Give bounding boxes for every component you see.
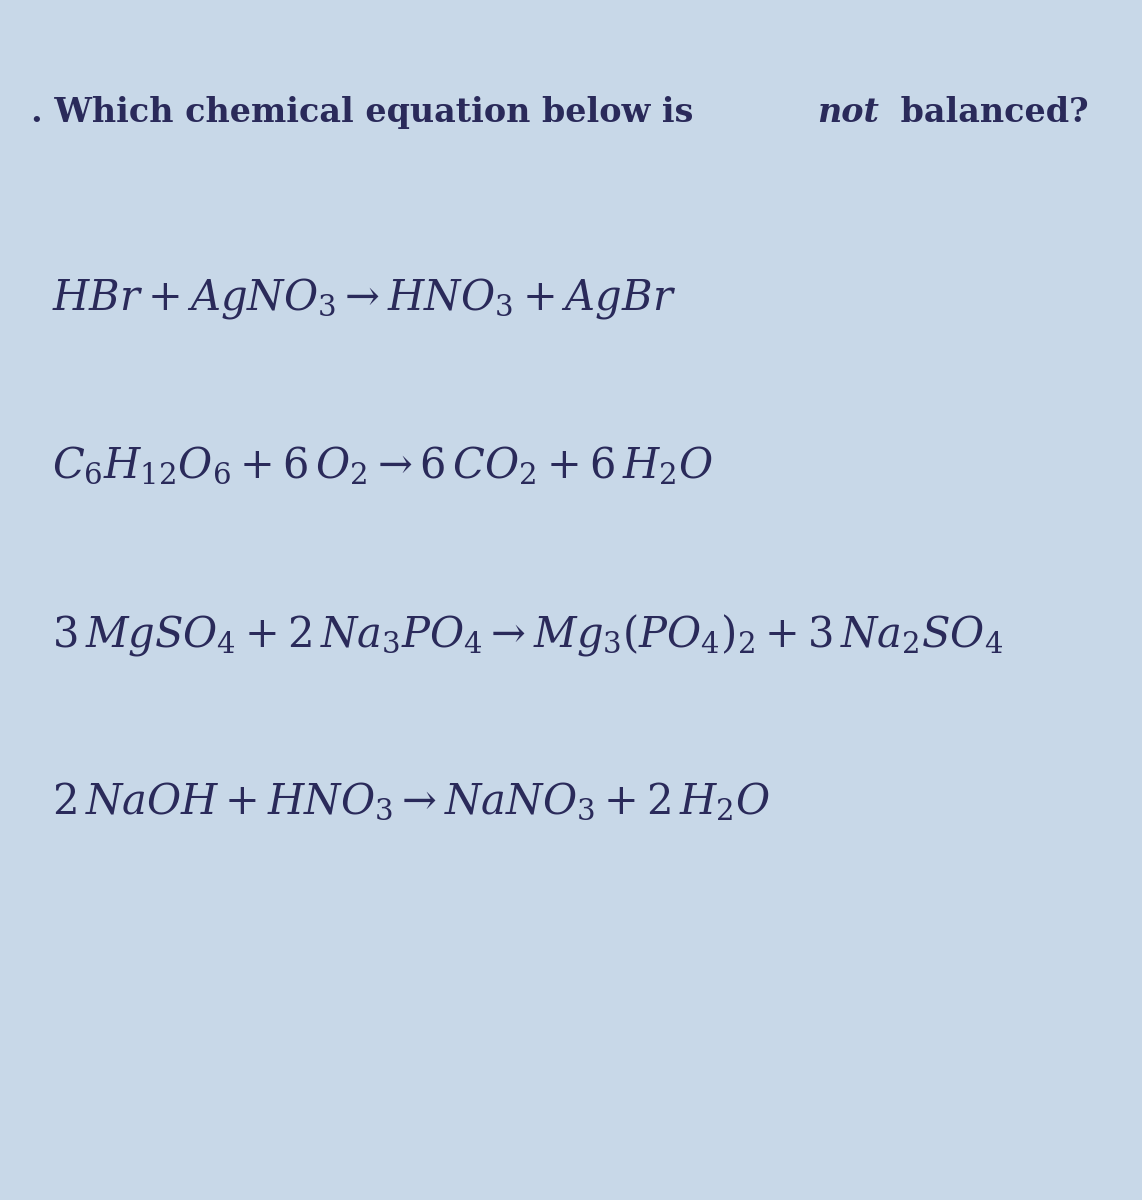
Text: $C_6H_{12}O_6 + 6\, O_2 \rightarrow 6\, CO_2 + 6\, H_2O$: $C_6H_{12}O_6 + 6\, O_2 \rightarrow 6\, … [51,444,713,486]
Text: balanced?: balanced? [888,96,1088,128]
Text: not: not [817,96,878,128]
Text: $3\, MgSO_4 + 2\, Na_3PO_4 \rightarrow Mg_3(PO_4)_2 + 3\, Na_2SO_4$: $3\, MgSO_4 + 2\, Na_3PO_4 \rightarrow M… [51,612,1003,658]
Text: $HBr + AgNO_3 \rightarrow HNO_3 + AgBr$: $HBr + AgNO_3 \rightarrow HNO_3 + AgBr$ [51,276,676,320]
Text: $2\, NaOH + HNO_3 \rightarrow NaNO_3 + 2\, H_2O$: $2\, NaOH + HNO_3 \rightarrow NaNO_3 + 2… [51,780,771,822]
Text: . Which chemical equation below is: . Which chemical equation below is [31,96,705,128]
